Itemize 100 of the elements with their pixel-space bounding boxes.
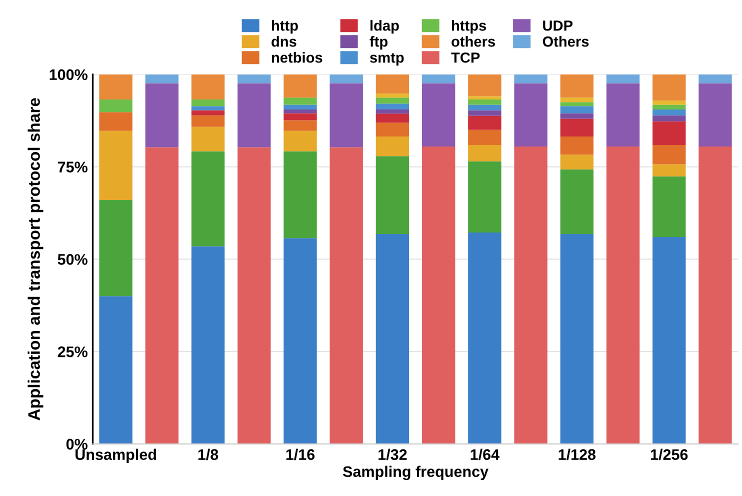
bar: [514, 146, 548, 444]
legend-label: netbios: [272, 52, 322, 63]
bar: [145, 83, 179, 148]
bar: [376, 74, 410, 94]
bar: [652, 100, 686, 105]
x-axis-title: Sampling frequency: [342, 466, 488, 480]
bar: [99, 296, 132, 444]
bar: [652, 121, 686, 145]
bar: [284, 120, 317, 131]
bar: [560, 102, 594, 106]
legend-label: https: [452, 20, 486, 34]
x-tick-label: 1/128: [558, 448, 596, 460]
bar: [145, 74, 179, 84]
bar: [376, 110, 410, 114]
bar: [698, 74, 732, 84]
bar: [99, 100, 132, 112]
legend-label: Others: [542, 36, 589, 47]
bar: [238, 147, 271, 444]
bar: [191, 100, 225, 106]
bar: [191, 110, 225, 116]
bar: [376, 98, 410, 104]
bar: [191, 106, 225, 110]
bar: [191, 246, 225, 444]
bar: [606, 146, 640, 444]
legend-label: smtp: [370, 53, 404, 66]
bar: [698, 83, 732, 146]
bar: [560, 113, 594, 119]
y-tick-label: 50%: [58, 254, 88, 265]
bar: [284, 113, 317, 120]
bar: [376, 94, 410, 98]
y-tick-label: 0%: [66, 438, 88, 450]
bar: [652, 110, 686, 116]
bar: [238, 74, 271, 84]
bar: [191, 74, 225, 100]
legend-label: TCP: [451, 52, 480, 63]
bar: [330, 83, 363, 148]
legend-label: ftp: [370, 36, 388, 50]
bar: [698, 146, 732, 444]
bar: [514, 83, 548, 146]
bar: [468, 100, 502, 105]
bar: [376, 104, 410, 110]
bar: [99, 130, 132, 200]
x-tick-label: 1/32: [378, 448, 407, 460]
bar: [468, 161, 502, 233]
bar: [560, 106, 594, 114]
bar: [560, 169, 594, 234]
bar: [191, 126, 225, 152]
y-tick-label: 25%: [58, 346, 88, 358]
bar: [652, 74, 686, 101]
bar: [560, 154, 594, 170]
legend-label: others: [452, 36, 495, 47]
bar: [560, 234, 594, 444]
bar: [468, 232, 502, 444]
bar: [422, 74, 456, 84]
bar: [560, 118, 594, 136]
y-axis-title: Application and transport protocol share: [28, 98, 44, 420]
bar: [422, 83, 456, 146]
bar: [468, 116, 502, 130]
bar: [376, 156, 410, 234]
bar: [284, 98, 317, 105]
bar: [376, 234, 410, 444]
legend-label: ldap: [370, 20, 399, 34]
bar: [606, 83, 640, 146]
bar: [238, 83, 271, 148]
bar: [376, 136, 410, 156]
legend-label: UDP: [543, 20, 573, 31]
legend-label: dns: [272, 36, 296, 47]
bar: [330, 74, 363, 84]
bar: [652, 164, 686, 176]
bar: [468, 96, 502, 100]
y-tick-label: 100%: [50, 69, 88, 80]
legend-label: http: [272, 20, 298, 34]
bar: [652, 115, 686, 122]
bar: [468, 74, 502, 96]
bar: [652, 176, 686, 237]
bar: [422, 146, 456, 444]
bar: [284, 110, 317, 114]
bar: [560, 74, 594, 98]
bar: [284, 151, 317, 238]
bar: [560, 98, 594, 102]
bar: [560, 136, 594, 155]
bar: [514, 74, 548, 84]
bar: [652, 236, 686, 444]
bar: [468, 104, 502, 110]
bar: [284, 130, 317, 152]
bar: [330, 147, 363, 444]
bar: [99, 200, 132, 296]
x-tick-label: 1/8: [198, 448, 218, 460]
bar: [191, 151, 225, 246]
bar: [468, 110, 502, 116]
x-tick-label: 1/16: [286, 448, 315, 460]
y-tick-label: 75%: [58, 162, 88, 172]
bar: [376, 114, 410, 123]
bar: [284, 104, 317, 110]
bar: [99, 74, 132, 100]
bar: [606, 74, 640, 84]
bar: [284, 74, 317, 98]
x-tick-label: Unsampled: [76, 448, 156, 464]
x-tick-label: 1/64: [470, 448, 500, 460]
bar: [468, 130, 502, 145]
